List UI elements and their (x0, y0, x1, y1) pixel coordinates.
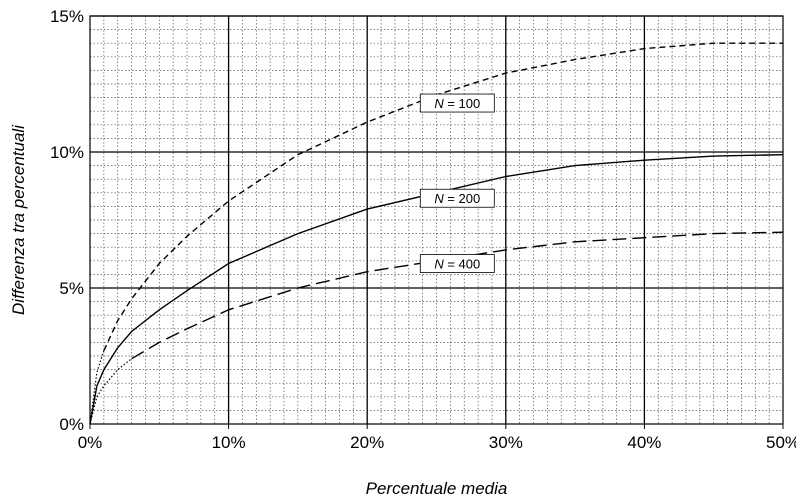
curve-label-variable: N (434, 191, 444, 206)
x-tick-label: 20% (350, 433, 384, 452)
x-tick-label: 50% (766, 433, 796, 452)
grid (90, 15, 783, 424)
curve-label: N = 400 (434, 257, 480, 272)
series-line-1 (103, 42, 783, 351)
x-axis-ticks: 0% 10% 20% 30% 40% 50% (78, 424, 796, 452)
x-tick-label: 10% (212, 433, 246, 452)
y-axis-ticks: 0% 5% 10% 15% (50, 7, 84, 434)
curve-label: N = 200 (434, 191, 480, 206)
curve-1-dotted-start (89, 350, 105, 425)
series-line-3 (131, 231, 784, 360)
y-tick-label: 10% (50, 143, 84, 162)
x-axis-title: Percentuale media (366, 479, 508, 498)
curve-label-variable: N (434, 257, 444, 272)
curve-label-box (419, 93, 495, 113)
y-tick-label: 0% (59, 415, 84, 434)
y-tick-label: 5% (59, 279, 84, 298)
series-line-2 (89, 154, 784, 425)
y-axis-title: Differenza tra percentuali (9, 124, 28, 315)
x-tick-label: 0% (78, 433, 103, 452)
curve-label-value: = 200 (444, 191, 481, 206)
curve-label-variable: N (434, 96, 444, 111)
curve-label: N = 100 (434, 96, 480, 111)
x-tick-label: 40% (627, 433, 661, 452)
y-tick-label: 15% (50, 7, 84, 26)
curve-label-value: = 400 (444, 257, 481, 272)
x-tick-label: 30% (489, 433, 523, 452)
curve-label-box (419, 254, 495, 273)
curves (89, 42, 784, 425)
curve-label-value: = 100 (444, 96, 481, 111)
curve-label-box (419, 188, 495, 208)
plot-frame (89, 15, 784, 425)
curve-3-dotted-start (89, 358, 132, 425)
